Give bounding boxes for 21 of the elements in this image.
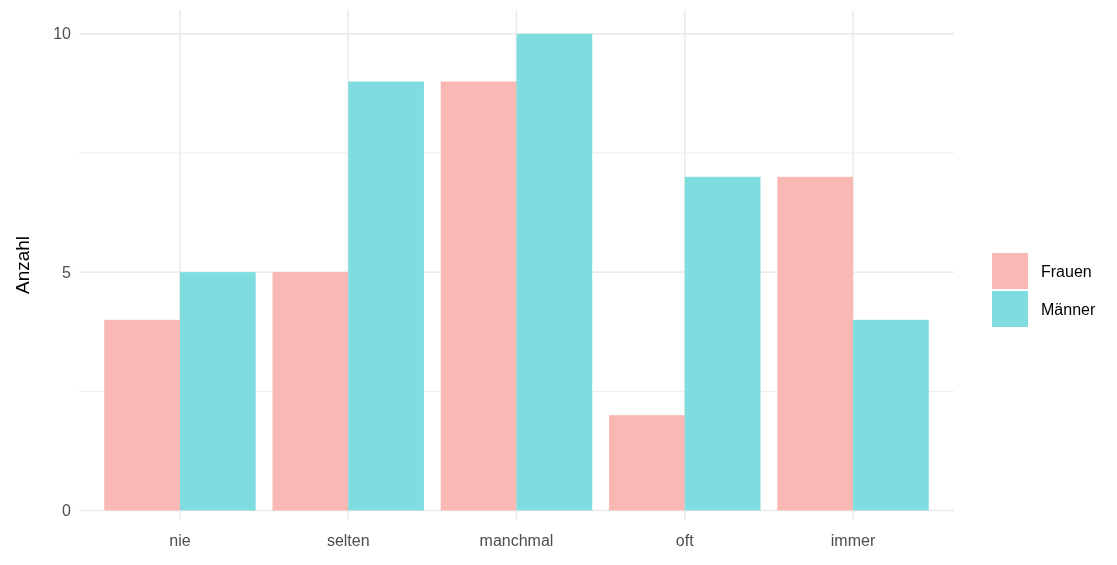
bar bbox=[684, 176, 761, 511]
bar bbox=[777, 176, 854, 511]
bar bbox=[348, 81, 424, 511]
bar bbox=[516, 33, 593, 511]
legend-label: Männer bbox=[1041, 300, 1096, 318]
y-axis-title: Anzahl bbox=[12, 235, 33, 295]
bar bbox=[272, 272, 349, 511]
y-tick-label: 5 bbox=[62, 263, 72, 281]
x-tick-label: manchmal bbox=[479, 532, 554, 549]
x-tick-label: oft bbox=[675, 532, 695, 549]
y-tick-label: 10 bbox=[53, 25, 72, 43]
x-tick-label: immer bbox=[830, 532, 876, 549]
x-tick-label: nie bbox=[169, 532, 191, 549]
bar bbox=[853, 319, 929, 511]
bar bbox=[179, 272, 256, 511]
bar bbox=[609, 415, 685, 511]
bar bbox=[104, 319, 180, 511]
x-tick-label: selten bbox=[326, 532, 370, 549]
legend-label: Frauen bbox=[1041, 262, 1092, 280]
y-tick-label: 0 bbox=[62, 502, 72, 520]
bar bbox=[440, 81, 517, 511]
